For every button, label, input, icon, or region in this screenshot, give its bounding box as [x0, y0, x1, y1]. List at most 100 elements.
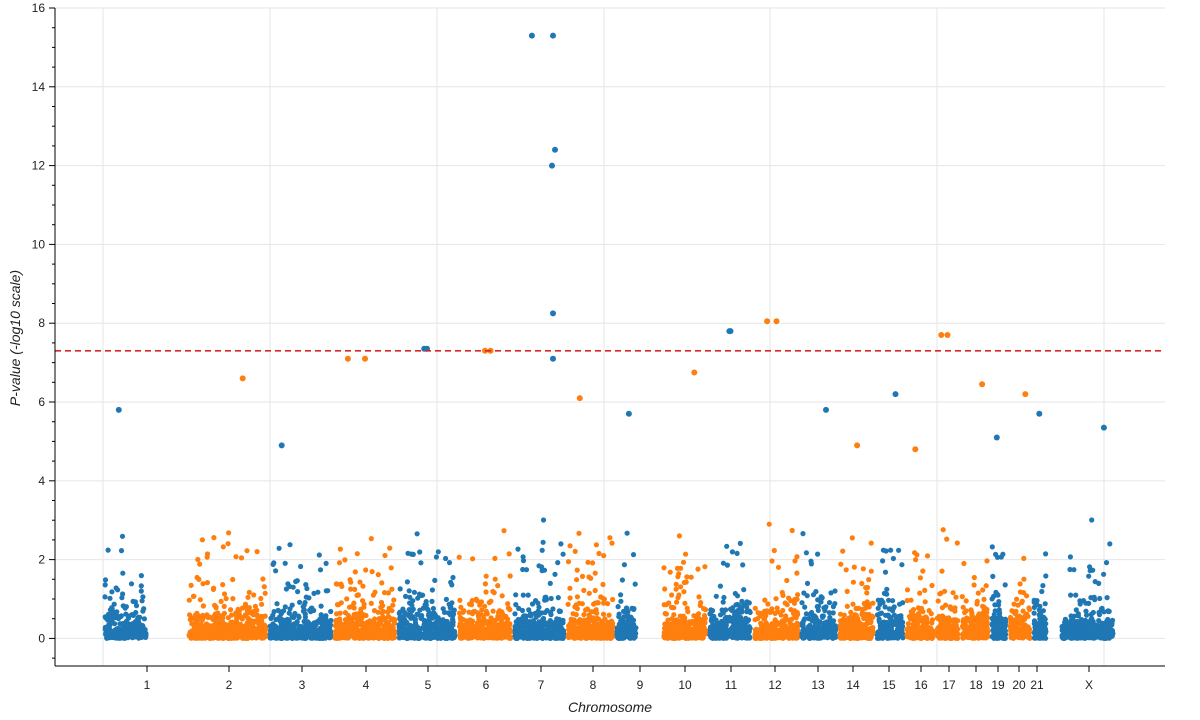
data-point-peak [691, 369, 698, 376]
data-point [117, 631, 124, 638]
data-point [337, 546, 343, 552]
data-point [117, 621, 123, 627]
data-point [140, 624, 146, 630]
data-point [588, 609, 594, 615]
data-point [230, 596, 236, 602]
data-point [458, 604, 464, 611]
data-point [565, 601, 571, 607]
data-point [296, 614, 302, 621]
data-point [198, 621, 204, 628]
data-point [761, 611, 767, 617]
data-point [830, 610, 836, 616]
data-point [507, 607, 513, 613]
data-point [298, 563, 304, 570]
data-point [304, 627, 310, 634]
data-point [492, 555, 498, 562]
data-point [675, 627, 681, 633]
data-point [247, 633, 253, 639]
data-point [528, 627, 535, 634]
data-point [610, 596, 616, 603]
data-point [328, 608, 334, 615]
data-point [519, 607, 526, 614]
data-point [590, 623, 596, 629]
data-point [273, 616, 280, 622]
data-point [593, 617, 599, 623]
data-point [194, 627, 201, 634]
data-point [567, 621, 573, 627]
data-point [407, 594, 413, 600]
data-point [363, 567, 369, 573]
data-point [430, 615, 436, 621]
data-point [792, 558, 798, 564]
data-point [299, 624, 305, 630]
data-point [103, 615, 109, 621]
data-point [576, 530, 582, 536]
data-point [245, 594, 251, 600]
data-point [432, 577, 438, 584]
data-point [412, 620, 419, 626]
data-point [525, 592, 531, 598]
data-point [600, 595, 606, 601]
data-point [388, 623, 394, 629]
data-point [666, 600, 672, 606]
data-point [334, 635, 340, 642]
data-point [233, 554, 239, 560]
data-point [364, 625, 370, 631]
data-point [342, 617, 348, 623]
data-point [433, 554, 439, 560]
data-point [385, 609, 391, 615]
data-point [810, 625, 816, 631]
data-point [119, 625, 125, 631]
data-point [220, 582, 226, 588]
data-point [596, 550, 602, 557]
data-point-peak [823, 406, 829, 413]
data-point [107, 595, 113, 601]
data-point [571, 634, 577, 641]
data-point [586, 574, 592, 580]
data-point [380, 608, 386, 615]
data-point [118, 548, 125, 554]
data-point [678, 618, 684, 624]
data-point [397, 622, 403, 628]
data-point [662, 610, 668, 617]
data-point [138, 583, 144, 589]
data-point [475, 610, 481, 616]
data-point [583, 607, 589, 613]
data-point [270, 561, 276, 568]
data-point [789, 633, 796, 639]
data-point [478, 599, 485, 605]
data-point [287, 542, 293, 548]
data-point [730, 605, 736, 611]
data-point [200, 603, 206, 609]
data-point [282, 626, 288, 632]
data-point [769, 609, 775, 615]
data-point [372, 634, 378, 641]
data-point [423, 630, 429, 636]
data-point [541, 567, 548, 573]
data-point [623, 605, 630, 611]
data-point [588, 630, 594, 637]
data-point [140, 608, 146, 614]
data-point [904, 597, 910, 604]
data-point [574, 606, 581, 612]
data-point [669, 604, 675, 611]
data-point [333, 581, 339, 587]
data-point [354, 551, 360, 557]
data-point [814, 634, 821, 640]
grid-lines [55, 7, 1165, 666]
data-point [662, 621, 668, 627]
data-point [846, 628, 852, 634]
data-point [548, 595, 554, 602]
data-point [560, 551, 566, 557]
data-point [457, 635, 464, 641]
data-point [276, 545, 282, 551]
data-point [922, 587, 928, 594]
data-point [667, 569, 673, 575]
data-point [491, 619, 497, 625]
data-point [274, 601, 280, 607]
data-point [607, 630, 613, 636]
data-point [632, 581, 638, 587]
data-point [533, 614, 539, 620]
data-point [576, 627, 582, 634]
data-point [417, 607, 423, 613]
